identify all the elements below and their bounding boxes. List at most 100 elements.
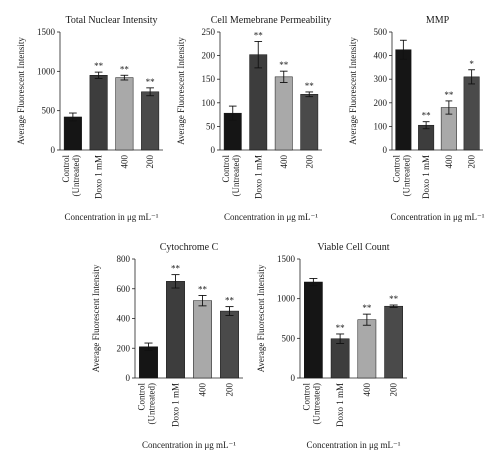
y-tick-label: 0 — [383, 145, 388, 155]
y-tick-label: 200 — [374, 98, 388, 108]
error-bar — [309, 277, 318, 287]
x-tick-label: 200 — [389, 383, 399, 397]
chart-title: Viable Cell Count — [317, 242, 389, 253]
y-tick-label: 0 — [291, 373, 296, 383]
svg-text:Control: Control — [221, 155, 231, 183]
x-tick-label: Doxo 1 mM — [335, 383, 345, 427]
error-bar — [336, 333, 345, 344]
significance-marker: ** — [120, 64, 130, 74]
significance-marker: ** — [225, 296, 235, 306]
svg-text:400: 400 — [444, 155, 454, 169]
svg-text:Control: Control — [137, 383, 147, 411]
chart-title: Cell Memebrane Permeability — [211, 15, 332, 26]
x-axis-label: Concentration in μg mL⁻¹ — [390, 212, 484, 222]
bar — [193, 300, 212, 379]
y-tick-label: 200 — [117, 343, 131, 353]
x-tick-label: Control (Untreated) — [137, 383, 157, 425]
error-bar — [422, 121, 430, 130]
error-bar — [94, 71, 103, 79]
significance-marker: ** — [422, 111, 432, 121]
svg-text:(Untreated): (Untreated) — [311, 383, 321, 424]
error-bar — [69, 112, 77, 122]
x-tick-label: Doxo 1 mM — [94, 155, 104, 199]
svg-text:Doxo 1 mM: Doxo 1 mM — [335, 383, 345, 427]
bar — [166, 281, 185, 379]
y-axis-label: Average Fluorescent Intensity — [16, 37, 26, 145]
y-tick-label: 300 — [374, 74, 388, 84]
svg-text:400: 400 — [198, 383, 208, 397]
y-tick-label: 150 — [202, 74, 216, 84]
svg-text:Doxo 1 mM: Doxo 1 mM — [171, 383, 181, 427]
svg-text:Doxo 1 mM: Doxo 1 mM — [94, 155, 104, 199]
x-tick-label: Doxo 1 mM — [421, 155, 431, 199]
significance-marker: ** — [198, 284, 208, 294]
chart-panel-1: Total Nuclear Intensity Average Fluoresce… — [16, 15, 163, 222]
significance-marker: ** — [444, 90, 454, 100]
svg-text:Control: Control — [301, 383, 311, 411]
y-axis-label: Average Fluorescent Intensity — [91, 264, 101, 372]
y-tick-label: 400 — [117, 314, 131, 324]
error-bar — [389, 304, 398, 308]
significance-marker: ** — [389, 294, 399, 304]
significance-marker: ** — [146, 77, 156, 87]
bar — [63, 116, 82, 151]
svg-text:200: 200 — [225, 383, 235, 397]
bar — [357, 319, 377, 379]
y-tick-label: 400 — [374, 51, 388, 61]
chart-title: Total Nuclear Intensity — [65, 15, 157, 26]
chart-panel-5: Viable Cell Count Average Fluorescent Int… — [256, 242, 407, 450]
x-tick-label: Control (Untreated) — [221, 155, 241, 197]
svg-text:Doxo 1 mM: Doxo 1 mM — [253, 155, 263, 199]
svg-text:200: 200 — [467, 155, 477, 169]
significance-marker: ** — [336, 323, 346, 333]
svg-text:200: 200 — [389, 383, 399, 397]
bar — [139, 346, 158, 379]
svg-text:Doxo 1 mM: Doxo 1 mM — [421, 155, 431, 199]
x-tick-label: Control (Untreated) — [391, 155, 411, 197]
svg-text:200: 200 — [145, 155, 155, 169]
chart-panel-4: Cytochrome C Average Fluorescent Intensit… — [91, 242, 243, 450]
x-tick-label: 400 — [279, 155, 289, 169]
bar — [304, 281, 323, 379]
bar — [220, 310, 239, 379]
error-bar — [399, 39, 407, 60]
error-bar — [468, 69, 476, 85]
svg-text:Control: Control — [61, 155, 71, 183]
bar — [330, 338, 350, 379]
x-tick-label: 200 — [467, 155, 477, 169]
significance-marker: ** — [305, 81, 315, 91]
x-tick-label: Doxo 1 mM — [253, 155, 263, 199]
x-axis-label: Concentration in μg mL⁻¹ — [306, 440, 400, 450]
y-tick-label: 0 — [126, 373, 131, 383]
chart-panel-3: MMP Average Fluorescent Intensity Concentr… — [348, 15, 485, 222]
error-bar — [254, 40, 263, 69]
x-tick-label: 200 — [145, 155, 155, 169]
chart-title: Cytochrome C — [160, 242, 219, 253]
y-tick-label: 500 — [42, 106, 56, 116]
y-tick-label: 1500 — [277, 254, 296, 264]
y-tick-label: 0 — [211, 145, 216, 155]
significance-marker: ** — [171, 264, 181, 274]
x-axis-label: Concentration in μg mL⁻¹ — [142, 440, 236, 450]
error-bar — [305, 91, 314, 98]
svg-text:(Untreated): (Untreated) — [147, 383, 157, 424]
y-tick-label: 200 — [202, 51, 216, 61]
y-tick-label: 1000 — [37, 66, 56, 76]
x-tick-label: Control (Untreated) — [61, 155, 81, 197]
error-bar — [120, 74, 129, 81]
error-bar — [171, 274, 180, 289]
svg-text:(Untreated): (Untreated) — [71, 155, 81, 196]
x-tick-label: 400 — [198, 383, 208, 397]
svg-text:400: 400 — [279, 155, 289, 169]
y-axis-label: Average Fluorescent Intensity — [256, 264, 266, 372]
error-bar — [445, 100, 453, 115]
error-bar — [146, 87, 154, 97]
significance-marker: ** — [362, 303, 372, 313]
significance-marker: * — [469, 59, 474, 69]
error-bar — [279, 70, 288, 83]
y-tick-label: 0 — [51, 145, 56, 155]
error-bar — [198, 294, 207, 307]
svg-text:Control: Control — [391, 155, 401, 183]
y-tick-label: 600 — [117, 284, 131, 294]
y-tick-label: 500 — [282, 333, 296, 343]
